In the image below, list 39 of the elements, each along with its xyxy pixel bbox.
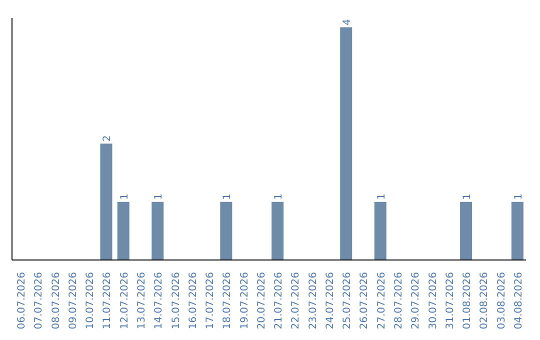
- x-tick-label: 23.07.2026: [308, 272, 319, 330]
- x-tick-label: 29.07.2026: [410, 272, 422, 330]
- x-tick-label: 17.07.2026: [205, 272, 216, 330]
- x-tick-label: 15.07.2026: [170, 272, 182, 330]
- x-tick-label: 30.07.2026: [428, 272, 439, 330]
- x-tick-label: 27.07.2026: [376, 272, 388, 330]
- data-label: 1: [376, 193, 388, 200]
- x-tick-label: 03.08.2026: [496, 272, 508, 330]
- x-tick-label: 11.07.2026: [102, 272, 114, 330]
- data-label: 1: [154, 193, 165, 200]
- data-label: 4: [342, 18, 354, 26]
- x-tick-label: 10.07.2026: [85, 272, 96, 330]
- x-tick-label: 24.07.2026: [324, 272, 336, 330]
- data-label: 1: [222, 193, 234, 200]
- x-tick-label: 31.07.2026: [444, 272, 456, 330]
- x-tick-label: 09.07.2026: [68, 272, 79, 330]
- x-tick-label: 14.07.2026: [154, 272, 165, 330]
- x-tick-label: 02.08.2026: [479, 272, 490, 330]
- x-tick-label: 25.07.2026: [342, 272, 354, 330]
- data-label: 1: [274, 193, 285, 200]
- data-label: 1: [462, 193, 474, 200]
- data-label: 2: [102, 135, 114, 142]
- x-tick-label: 16.07.2026: [188, 272, 199, 330]
- x-tick-label: 01.08.2026: [462, 272, 474, 330]
- x-tick-label: 26.07.2026: [359, 272, 370, 330]
- x-tick-label: 06.07.2026: [16, 272, 28, 330]
- x-tick-label: 22.07.2026: [290, 272, 302, 330]
- data-label: 1: [119, 193, 130, 200]
- x-tick-label: 21.07.2026: [274, 272, 285, 330]
- x-tick-label: 18.07.2026: [222, 272, 234, 330]
- x-tick-label: 07.07.2026: [34, 272, 45, 330]
- x-tick-label: 12.07.2026: [119, 272, 130, 330]
- x-tick-label: 13.07.2026: [136, 272, 148, 330]
- x-tick-label: 20.07.2026: [256, 272, 268, 330]
- x-tick-label: 08.07.2026: [50, 272, 62, 330]
- x-tick-label: 04.08.2026: [513, 272, 524, 330]
- data-label: 1: [513, 193, 524, 200]
- x-tick-label: 19.07.2026: [239, 272, 250, 330]
- x-tick-label: 28.07.2026: [394, 272, 404, 330]
